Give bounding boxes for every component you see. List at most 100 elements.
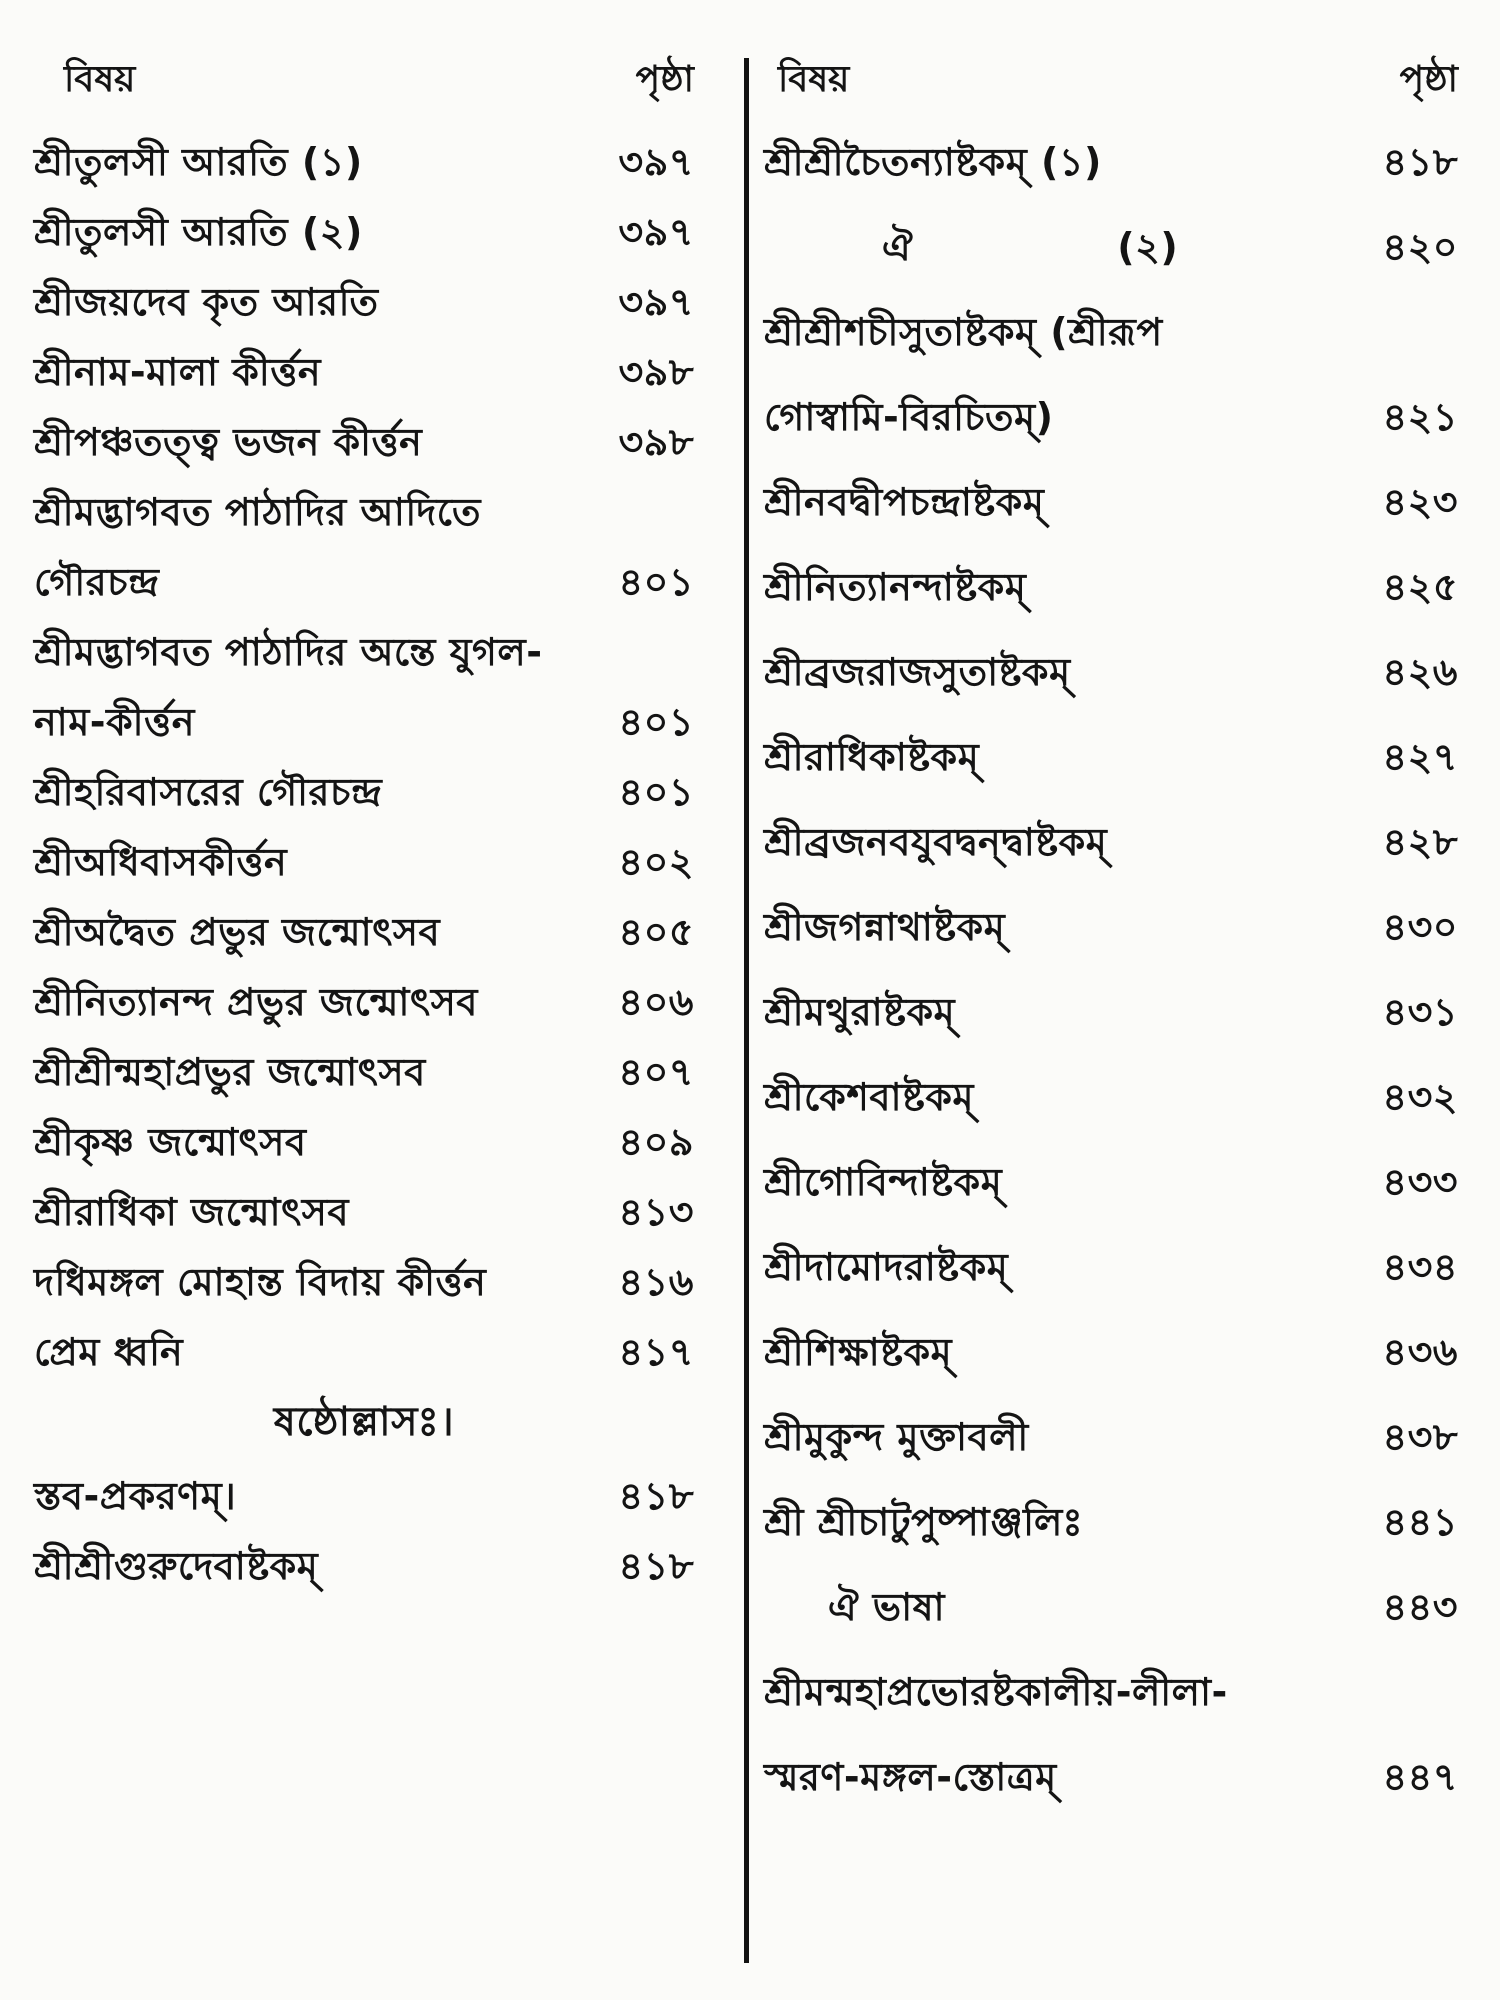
toc-entry-page: ৩৯৮: [618, 350, 694, 394]
toc-row: শ্রীশ্রীন্মহাপ্রভুর জন্মোৎসব ৪০৭: [34, 1050, 694, 1094]
toc-entry-title: শ্রীশিক্ষাষ্টকম্: [764, 1330, 953, 1374]
toc-entry-page: ৪৪৩: [1382, 1585, 1458, 1629]
left-column: বিষয় পৃষ্ঠা শ্রীতুলসী আরতি (১) ৩৯৭ শ্রীতু…: [0, 52, 712, 2000]
toc-entry-page: ৪৩৮: [1382, 1415, 1458, 1459]
toc-entry-page: ৪২৫: [1382, 565, 1458, 609]
toc-entry-page: ৪২৬: [1382, 650, 1458, 694]
toc-entry-title: শ্রীকৃষ্ণ জন্মোৎসব: [34, 1120, 307, 1164]
toc-entry-title: শ্রীরাধিকাষ্টকম্: [764, 735, 980, 779]
toc-row: শ্রীকেশবাষ্টকম্ ৪৩২: [764, 1075, 1458, 1119]
toc-entry-title: শ্রীনবদ্বীপচন্দ্রাষ্টকম্: [764, 480, 1045, 524]
toc-entry-page: ৪১৮: [1382, 140, 1458, 184]
toc-entry-title: শ্রীঅদ্বৈত প্রভুর জন্মোৎসব: [34, 910, 441, 954]
right-column-rows: শ্রীশ্রীচৈতন্যাষ্টকম্ (১) ৪১৮ ঐ (২) ৪২০ শ্রীশ…: [764, 140, 1458, 1799]
toc-entry-page: ৪১৩: [618, 1190, 694, 1234]
toc-entry-title: শ্রীনিত্যানন্দাষ্টকম্: [764, 565, 1027, 609]
toc-entry-title: ঐ: [882, 225, 914, 269]
toc-entry-title: শ্রীদামোদরাষ্টকম্: [764, 1245, 1009, 1289]
toc-entry-page: ৪২০: [1382, 225, 1458, 269]
toc-entry-page: ৪০১: [618, 560, 694, 604]
toc-entry-page: ৪৪১: [1382, 1500, 1458, 1544]
toc-entry-page: ৪২৮: [1382, 820, 1458, 864]
toc-row: শ্রীমদ্ভাগবত পাঠাদির আদিতে: [34, 490, 694, 534]
section-heading-label: ষষ্ঠোল্লাসঃ।: [273, 1399, 455, 1445]
toc-row: শ্রীশিক্ষাষ্টকম্ ৪৩৬: [764, 1330, 1458, 1374]
toc-entry-page: ৪০৬: [618, 980, 694, 1024]
toc-row: ঐ ভাষা ৪৪৩: [764, 1585, 1458, 1629]
toc-row: শ্রীমুকুন্দ মুক্তাবলী ৪৩৮: [764, 1415, 1458, 1459]
toc-row: শ্রীজয়দেব কৃত আরতি ৩৯৭: [34, 280, 694, 324]
toc-entry-title: শ্রীমদ্ভাগবত পাঠাদির অন্তে যুগল-: [34, 630, 543, 674]
toc-entry-page: ৪৩৪: [1382, 1245, 1458, 1289]
toc-row: শ্রীশ্রীশচীসুতাষ্টকম্ (শ্রীরূপ: [764, 310, 1458, 354]
subject-header-label: বিষয়: [778, 59, 850, 100]
toc-row: শ্রীমন্মহাপ্রভোরষ্টকালীয়-লীলা-: [764, 1670, 1458, 1714]
toc-row: শ্রী শ্রীচাটুপুষ্পাঞ্জলিঃ ৪৪১: [764, 1500, 1458, 1544]
toc-row: শ্রীমদ্ভাগবত পাঠাদির অন্তে যুগল-: [34, 630, 694, 674]
toc-entry-page: ৪১৮: [618, 1544, 694, 1588]
toc-entry-title: শ্রীরাধিকা জন্মোৎসব: [34, 1190, 350, 1234]
toc-entry-title: প্রেম ধ্বনি: [34, 1330, 184, 1374]
toc-entry-title: গৌরচন্দ্র: [34, 560, 160, 604]
subject-header-label: বিষয়: [64, 59, 136, 100]
page-header-label: পৃষ্ঠা: [635, 59, 694, 100]
toc-entry-title: শ্রীমথুরাষ্টকম্: [764, 990, 956, 1034]
toc-row: শ্রীঅধিবাসকীর্ত্তন ৪০২: [34, 840, 694, 884]
toc-entry-title: গোস্বামি-বিরচিতম্): [764, 395, 1054, 439]
toc-entry-title: শ্রীমন্মহাপ্রভোরষ্টকালীয়-লীলা-: [764, 1670, 1228, 1714]
toc-row: স্মরণ-মঙ্গল-স্তোত্রম্ ৪৪৭: [764, 1755, 1458, 1799]
toc-entry-page: ৩৯৮: [618, 420, 694, 464]
toc-entry-title: শ্রীব্রজনবযুবদ্বন্দ্বাষ্টকম্: [764, 820, 1108, 864]
toc-entry-page: ৪১৬: [618, 1260, 694, 1304]
toc-entry-title: শ্রীঅধিবাসকীর্ত্তন: [34, 840, 288, 884]
toc-entry-title: শ্রীশ্রীশচীসুতাষ্টকম্ (শ্রীরূপ: [764, 310, 1163, 354]
toc-entry-page: ৪১৭: [618, 1330, 694, 1374]
toc-entry-page: ৪৪৭: [1382, 1755, 1458, 1799]
toc-entry-title: দধিমঙ্গল মোহান্ত বিদায় কীর্ত্তন: [34, 1260, 487, 1304]
toc-row: শ্রীহরিবাসরের গৌরচন্দ্র ৪০১: [34, 770, 694, 814]
toc-row: শ্রীকৃষ্ণ জন্মোৎসব ৪০৯: [34, 1120, 694, 1164]
toc-entry-title: শ্রীনাম-মালা কীর্ত্তন: [34, 350, 322, 394]
toc-row: শ্রীরাধিকা জন্মোৎসব ৪১৩: [34, 1190, 694, 1234]
toc-row: নাম-কীর্ত্তন ৪০১: [34, 700, 694, 744]
toc-entry-page: ৪০৯: [618, 1120, 694, 1164]
toc-row: ঐ (২) ৪২০: [764, 225, 1458, 269]
toc-row: গৌরচন্দ্র ৪০১: [34, 560, 694, 604]
toc-entry-title: শ্রীহরিবাসরের গৌরচন্দ্র: [34, 770, 383, 814]
toc-row: শ্রীমথুরাষ্টকম্ ৪৩১: [764, 990, 1458, 1034]
toc-entry-title: শ্রীনিত্যানন্দ প্রভুর জন্মোৎসব: [34, 980, 478, 1024]
toc-entry-title: শ্রীশ্রীচৈতন্যাষ্টকম্ (১): [764, 140, 1102, 184]
toc-entry-page: ৪১৮: [618, 1474, 694, 1518]
toc-entry-page: ৪২৭: [1382, 735, 1458, 779]
toc-entry-title: শ্রীজয়দেব কৃত আরতি: [34, 280, 379, 324]
toc-row: প্রেম ধ্বনি ৪১৭: [34, 1330, 694, 1374]
toc-entry-page: ৩৯৭: [618, 280, 694, 324]
toc-row: শ্রীঅদ্বৈত প্রভুর জন্মোৎসব ৪০৫: [34, 910, 694, 954]
toc-entry-title: স্মরণ-মঙ্গল-স্তোত্রম্: [764, 1755, 1057, 1799]
toc-entry-page: ৪৩৩: [1382, 1160, 1458, 1204]
toc-entry-title: নাম-কীর্ত্তন: [34, 700, 195, 744]
toc-entry-page: ৩৯৭: [618, 210, 694, 254]
toc-entry-title: শ্রীব্রজরাজসুতাষ্টকম্: [764, 650, 1071, 694]
toc-row: গোস্বামি-বিরচিতম্) ৪২১: [764, 395, 1458, 439]
toc-row: শ্রীশ্রীচৈতন্যাষ্টকম্ (১) ৪১৮: [764, 140, 1458, 184]
toc-entry-title: শ্রীগোবিন্দাষ্টকম্: [764, 1160, 1003, 1204]
right-column: বিষয় পৃষ্ঠা শ্রীশ্রীচৈতন্যাষ্টকম্ (১) ৪১…: [712, 52, 1500, 2000]
toc-row: শ্রীশ্রীগুরুদেবাষ্টকম্ ৪১৮: [34, 1544, 694, 1588]
toc-row: শ্রীরাধিকাষ্টকম্ ৪২৭: [764, 735, 1458, 779]
toc-entry-page: ৪০২: [618, 840, 694, 884]
toc-row: শ্রীনিত্যানন্দ প্রভুর জন্মোৎসব ৪০৬: [34, 980, 694, 1024]
toc-entry-page: ৪০৫: [618, 910, 694, 954]
toc-entry-page: ৪০১: [618, 770, 694, 814]
toc-entry-title: শ্রীতুলসী আরতি (১): [34, 140, 363, 184]
toc-entry-page: ৪২১: [1382, 395, 1458, 439]
toc-entry-page: ৪৩১: [1382, 990, 1458, 1034]
page-header-label: পৃষ্ঠা: [1399, 59, 1458, 100]
right-column-header: বিষয় পৃষ্ঠা: [764, 52, 1458, 112]
toc-row: শ্রীব্রজরাজসুতাষ্টকম্ ৪২৬: [764, 650, 1458, 694]
toc-entry-title: শ্রীপঞ্চতত্ত্ব ভজন কীর্ত্তন: [34, 420, 423, 464]
toc-row: দধিমঙ্গল মোহান্ত বিদায় কীর্ত্তন ৪১৬: [34, 1260, 694, 1304]
toc-row: শ্রীজগন্নাথাষ্টকম্ ৪৩০: [764, 905, 1458, 949]
